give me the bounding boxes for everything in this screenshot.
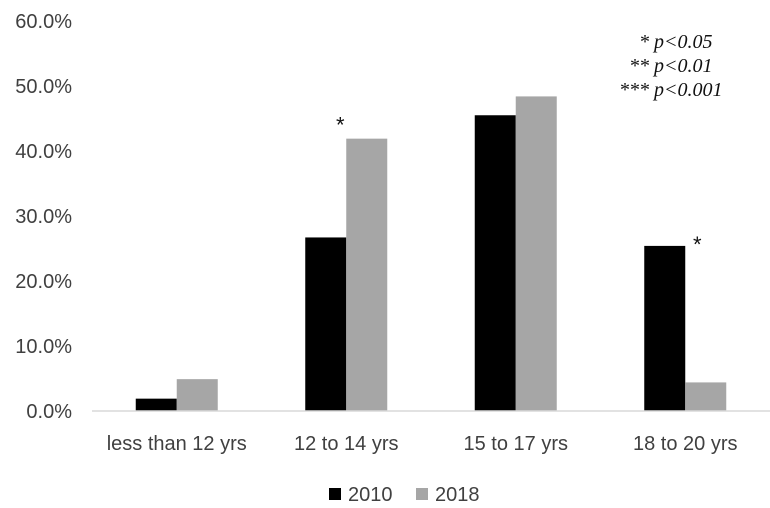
bar-2010-2 bbox=[305, 237, 347, 411]
x-tick-label: 18 to 20 yrs bbox=[633, 433, 738, 455]
bar-2010-4 bbox=[644, 245, 686, 411]
x-tick-label: less than 12 yrs bbox=[107, 433, 247, 455]
bar-2018-4 bbox=[685, 382, 727, 411]
y-tick-label: 50.0% bbox=[15, 76, 72, 98]
significance-p-value: p<0.001 bbox=[652, 79, 723, 101]
y-tick-label: 10.0% bbox=[15, 336, 72, 358]
significance-star: * bbox=[336, 113, 345, 138]
y-axis: 0.0% 10.0% 20.0% 30.0% 40.0% 50.0% 60.0% bbox=[15, 11, 72, 423]
significance-p-value: p<0.05 bbox=[652, 31, 713, 53]
bar-2010-3 bbox=[474, 115, 516, 411]
x-tick-label: 12 to 14 yrs bbox=[294, 433, 399, 455]
legend: 2010 2018 bbox=[329, 484, 480, 506]
legend-label-2018: 2018 bbox=[435, 484, 480, 506]
significance-marks: ** bbox=[336, 113, 702, 257]
significance-star: * bbox=[693, 232, 702, 257]
significance-stars: ** bbox=[630, 55, 650, 77]
y-tick-label: 40.0% bbox=[15, 141, 72, 163]
x-tick-label: 15 to 17 yrs bbox=[463, 433, 568, 455]
bar-2018-2 bbox=[346, 138, 388, 411]
significance-legend: * p<0.05** p<0.01*** p<0.001 bbox=[620, 31, 723, 101]
y-tick-label: 30.0% bbox=[15, 206, 72, 228]
significance-stars: *** bbox=[620, 79, 650, 101]
x-axis: less than 12 yrs 12 to 14 yrs 15 to 17 yrs… bbox=[107, 433, 738, 455]
bar-2018-3 bbox=[515, 96, 557, 412]
significance-stars: * bbox=[640, 31, 650, 53]
significance-p-value: p<0.01 bbox=[652, 55, 713, 77]
bars bbox=[135, 96, 727, 412]
bar-2018-1 bbox=[176, 379, 218, 411]
y-tick-label: 20.0% bbox=[15, 271, 72, 293]
legend-swatch-2010 bbox=[329, 488, 341, 500]
y-tick-label: 60.0% bbox=[15, 11, 72, 33]
y-tick-label: 0.0% bbox=[26, 401, 72, 423]
legend-swatch-2018 bbox=[416, 488, 428, 500]
legend-label-2010: 2010 bbox=[348, 484, 393, 506]
bar-2010-1 bbox=[135, 398, 177, 411]
